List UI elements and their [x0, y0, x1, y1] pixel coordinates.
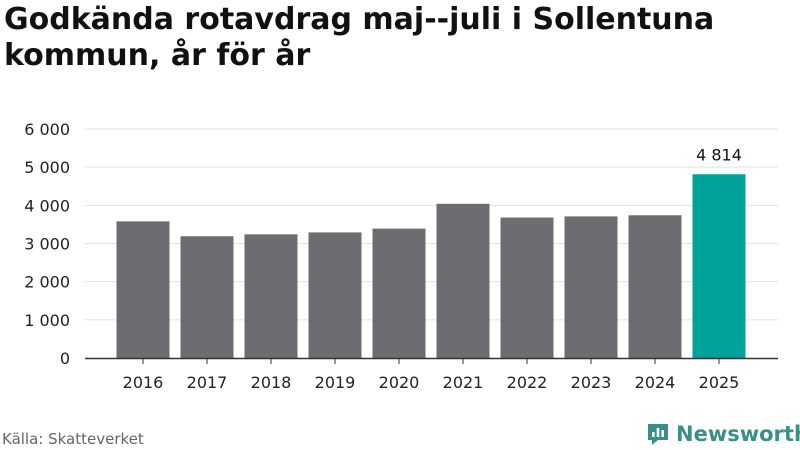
data-label-2025: 4 814	[696, 145, 742, 164]
y-tick-label-4000: 4 000	[24, 196, 70, 215]
bar-2023	[564, 216, 618, 358]
x-tick-label-2025: 2025	[699, 373, 740, 392]
bars	[116, 174, 746, 358]
newsworthy-logo-icon	[648, 424, 668, 445]
x-tick-label-2024: 2024	[635, 373, 676, 392]
bar-2018	[244, 234, 298, 358]
brand-name: Newsworthy	[676, 422, 800, 446]
x-tick-label-2018: 2018	[251, 373, 292, 392]
data-labels: 4 814	[696, 145, 742, 164]
bar-2022	[500, 217, 554, 358]
x-tick-label-2021: 2021	[443, 373, 484, 392]
bar-2021	[436, 203, 490, 358]
bar-2020	[372, 228, 426, 358]
x-tick-label-2020: 2020	[379, 373, 420, 392]
y-tick-label-5000: 5 000	[24, 158, 70, 177]
x-tick-label-2016: 2016	[123, 373, 164, 392]
x-tick-label-2023: 2023	[571, 373, 612, 392]
y-tick-label-1000: 1 000	[24, 311, 70, 330]
bar-2016	[116, 221, 170, 358]
y-tick-label-6000: 6 000	[24, 120, 70, 139]
bar-2019	[308, 232, 362, 358]
chart-title: Godkända rotavdrag maj--juli i Sollentun…	[4, 2, 715, 73]
bar-2025	[692, 174, 746, 358]
x-tick-label-2019: 2019	[315, 373, 356, 392]
source-note: Källa: Skatteverket	[2, 430, 144, 448]
bar-2017	[180, 236, 234, 358]
x-tick-label-2017: 2017	[187, 373, 228, 392]
brand-logo: Newsworthy	[646, 420, 800, 448]
y-tick-label-0: 0	[60, 349, 70, 368]
y-tick-label-2000: 2 000	[24, 273, 70, 292]
y-tick-label-3000: 3 000	[24, 235, 70, 254]
y-axis-ticks: 0 1 000 2 000 3 000 4 000 5 000 6 000	[24, 120, 70, 368]
x-tick-label-2022: 2022	[507, 373, 548, 392]
bar-2024	[628, 215, 682, 358]
x-axis-ticks: 2016 2017 2018 2019 2020 2021 2022 2023 2024 2025	[123, 358, 740, 392]
